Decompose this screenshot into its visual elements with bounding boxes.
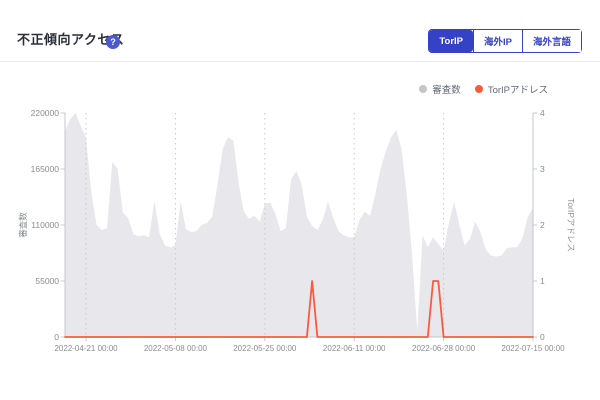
y-axis-tick-label: 0	[54, 332, 59, 342]
x-axis-tick-label: 2022-07-15 00:00	[501, 344, 565, 353]
page-title: 不正傾向アクセス	[17, 32, 125, 47]
y2-axis-tick-label: 3	[540, 164, 545, 174]
x-axis-tick-label: 2022-06-11 00:00	[323, 344, 386, 353]
y2-axis-tick-label: 0	[540, 332, 545, 342]
y2-axis-tick-label: 2	[540, 220, 545, 230]
help-icon[interactable]: ?	[106, 35, 120, 49]
area-series-shinsasu	[65, 113, 533, 337]
x-axis-tick-label: 2022-05-08 00:00	[144, 344, 208, 353]
y-axis-tick-label: 55000	[35, 276, 59, 286]
x-axis-tick-label: 2022-06-28 00:00	[412, 344, 476, 353]
x-axis-tick-label: 2022-04-21 00:00	[54, 344, 118, 353]
y-axis-tick-label: 110000	[31, 220, 59, 230]
y-axis-name: 審査数	[18, 212, 28, 238]
toggle-overseas-language[interactable]: 海外言語	[521, 30, 581, 52]
y-axis-tick-label: 220000	[31, 108, 60, 118]
legend-label: TorIPアドレス	[487, 85, 548, 96]
y-axis-tick-label: 165000	[31, 164, 60, 174]
chart-legend: 審査数 TorIPアドレス	[419, 82, 548, 96]
legend-label: 審査数	[432, 85, 461, 96]
legend-item-shinsasu[interactable]: 審査数	[419, 82, 461, 96]
line-series-torip	[64, 280, 534, 338]
view-toggle-group: TorIP 海外IP 海外言語	[428, 29, 582, 53]
x-axis-tick-label: 2022-05-25 00:00	[233, 344, 297, 353]
header-divider	[0, 61, 600, 62]
y2-axis-tick-label: 1	[540, 276, 545, 286]
legend-item-torip-address[interactable]: TorIPアドレス	[474, 82, 548, 96]
y2-axis-name: TorIPアドレス	[566, 198, 576, 252]
legend-dot-gray	[419, 85, 428, 93]
toggle-torip[interactable]: TorIP	[429, 30, 473, 52]
legend-dot-red	[474, 85, 483, 93]
toggle-overseas-ip[interactable]: 海外IP	[473, 30, 522, 52]
y2-axis-tick-label: 4	[540, 108, 545, 118]
